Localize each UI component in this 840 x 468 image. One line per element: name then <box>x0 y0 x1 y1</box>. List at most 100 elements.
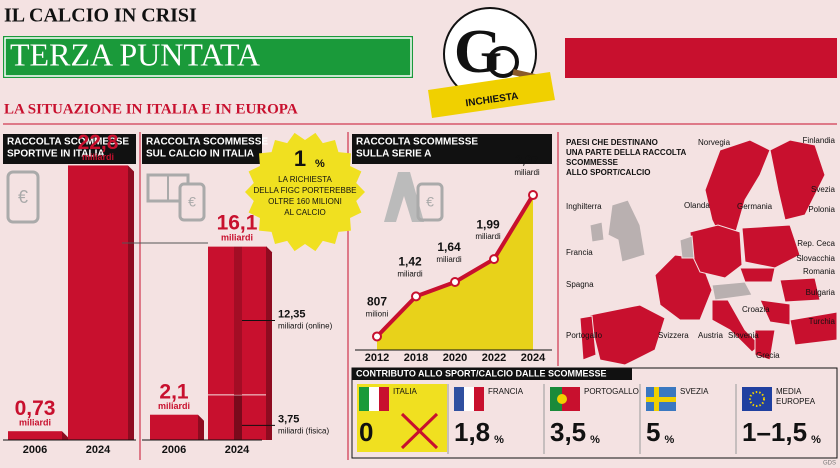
country-label: Rep. Ceca <box>797 239 835 248</box>
country-label: Norvegia <box>698 138 731 147</box>
country-shape <box>589 304 666 366</box>
x-tick-label: 2018 <box>404 352 428 364</box>
country-shape <box>779 277 821 303</box>
country-shape <box>589 221 605 243</box>
country-shape <box>769 139 826 221</box>
contrib-header <box>352 368 632 380</box>
x-tick-label: 2006 <box>162 444 186 456</box>
kicker: IL CALCIO IN CRISI <box>4 5 197 27</box>
bar-shadow <box>198 414 204 440</box>
flag <box>359 387 369 411</box>
contrib-unit: % <box>811 434 821 446</box>
green-band-border <box>4 37 412 77</box>
segment-label: miliardi (fisica) <box>278 427 329 436</box>
svg-text:€: € <box>426 194 434 210</box>
red-band <box>565 38 837 78</box>
country: ITALIA <box>393 387 418 396</box>
point <box>450 277 460 287</box>
main-title: TERZA PUNTATA <box>10 36 260 72</box>
x-tick-label: 2020 <box>443 352 467 364</box>
country-label: Portogallo <box>566 331 603 340</box>
country: EUROPEA <box>776 397 816 406</box>
burst-text: AL CALCIO <box>284 208 326 217</box>
value-label: 1,42 <box>398 255 422 269</box>
country-label: Finlandia <box>803 136 836 145</box>
country-shape <box>789 311 838 346</box>
x-tick-label: 2024 <box>86 444 111 456</box>
value-label: 2,1 <box>159 380 189 403</box>
burst-text: LA RICHIESTA <box>278 175 332 184</box>
unit-label: miliardi <box>475 232 501 241</box>
panel-header <box>3 134 136 164</box>
segment-label: miliardi (online) <box>278 322 333 331</box>
contrib-value: 5 <box>646 417 660 447</box>
flag <box>646 397 676 402</box>
point <box>411 291 421 302</box>
flag <box>454 387 464 411</box>
flag <box>749 391 765 407</box>
country-label: Bulgaria <box>806 288 836 297</box>
flag <box>562 387 580 411</box>
country-label: Slovenia <box>728 331 759 340</box>
unit-label: miliardi <box>436 255 462 264</box>
point <box>372 331 382 342</box>
x-tick-label: 2006 <box>23 444 47 456</box>
panel-title: SPORTIVE IN ITALIA <box>7 149 105 160</box>
burst-text: DELLA FIGC PORTEREBBE <box>254 186 357 195</box>
value-label: 1,99 <box>476 217 500 231</box>
icon-field: € <box>146 173 206 222</box>
point <box>489 254 499 265</box>
x-tick-label: 2022 <box>482 352 506 364</box>
country-label: Olanda <box>684 201 710 210</box>
credit: GDS <box>823 461 836 467</box>
country-label: Polonia <box>808 205 835 214</box>
panel-title: SULLA SERIE A <box>356 149 431 160</box>
map-title: ALLO SPORT/CALCIO <box>566 168 650 177</box>
value-label: 807 <box>367 295 387 309</box>
flag <box>464 387 474 411</box>
country-shape <box>739 267 776 283</box>
country-label: Croazia <box>742 305 770 314</box>
flag <box>557 394 567 404</box>
flag <box>474 387 484 411</box>
panel-title: SUL CALCIO IN ITALIA <box>146 149 254 160</box>
panel-header <box>142 134 262 164</box>
value-label: 16,1 <box>217 212 258 235</box>
country: PORTOGALLO <box>584 387 639 396</box>
x-tick-label: 2024 <box>521 352 546 364</box>
country-label: Slovacchia <box>796 254 835 263</box>
value-label: 22,8 <box>78 131 119 154</box>
panel-header <box>352 134 552 164</box>
bar-shadow <box>128 165 134 440</box>
country-label: Svezia <box>811 185 836 194</box>
cross <box>400 412 439 450</box>
country-shape <box>607 199 646 263</box>
value-label: 0,73 <box>15 397 56 420</box>
country-label: Svizzera <box>658 331 689 340</box>
unit-label: miliardi <box>514 168 540 177</box>
logo: G INCHIESTA <box>428 7 555 118</box>
unit-label: miliardi <box>158 401 190 411</box>
contrib-unit: % <box>664 434 674 446</box>
panel-title: RACCOLTA SCOMMESSE <box>146 137 268 148</box>
country-label: Inghilterra <box>566 202 602 211</box>
icon-phone: € <box>6 170 40 224</box>
burst <box>245 132 365 252</box>
country-label: Turchia <box>809 317 836 326</box>
x-tick-label: 2024 <box>225 444 250 456</box>
value-label: 1,64 <box>437 240 461 254</box>
country-shape <box>759 299 791 326</box>
country-label: Grecia <box>756 351 780 360</box>
country-shape <box>579 315 597 361</box>
country-shape <box>754 329 776 361</box>
country: SVEZIA <box>680 387 709 396</box>
map-title: SCOMMESSE <box>566 158 619 167</box>
segment-value: 12,35 <box>278 308 306 320</box>
flag <box>369 387 379 411</box>
value-label: 2,97 <box>515 153 539 167</box>
country-label: Germania <box>737 202 773 211</box>
subtitle: LA SITUAZIONE IN ITALIA E IN EUROPA <box>4 101 298 117</box>
segment-value: 3,75 <box>278 413 299 425</box>
area <box>377 195 533 350</box>
